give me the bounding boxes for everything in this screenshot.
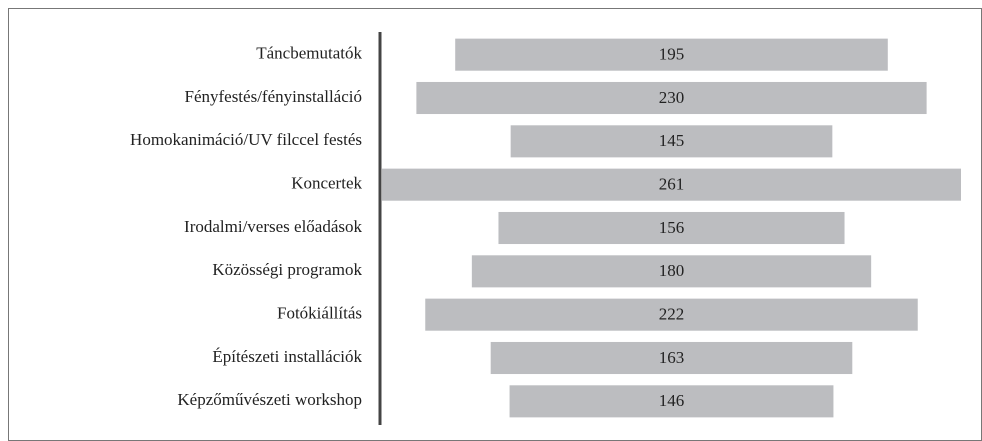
bar [416,81,927,115]
category-label: Homokanimáció/UV filccel festés [130,130,362,149]
bar [498,211,845,245]
bar [509,385,834,418]
category-label: Táncbemutatók [256,44,362,63]
bar [455,38,888,71]
bar [510,125,833,158]
category-label: Közösségi programok [212,260,362,279]
bar [471,255,872,288]
value-label: 230 [659,88,685,107]
value-label: 195 [659,45,685,64]
value-label: 180 [659,261,685,280]
category-label: Fényfestés/fényinstalláció [184,87,362,106]
bar [490,341,853,375]
value-label: 145 [659,131,685,150]
bar [382,168,961,201]
value-label: 261 [659,175,685,194]
category-label: Koncertek [291,174,362,193]
category-label: Irodalmi/verses előadások [184,217,362,236]
value-label: 163 [659,348,685,367]
category-label: Képzőművészeti workshop [177,390,362,409]
category-label: Fotókiállítás [277,304,362,323]
bar [425,298,918,331]
value-label: 156 [659,218,685,237]
value-label: 146 [659,391,685,410]
category-label: Építészeti installációk [212,347,362,366]
value-label: 222 [659,305,685,324]
